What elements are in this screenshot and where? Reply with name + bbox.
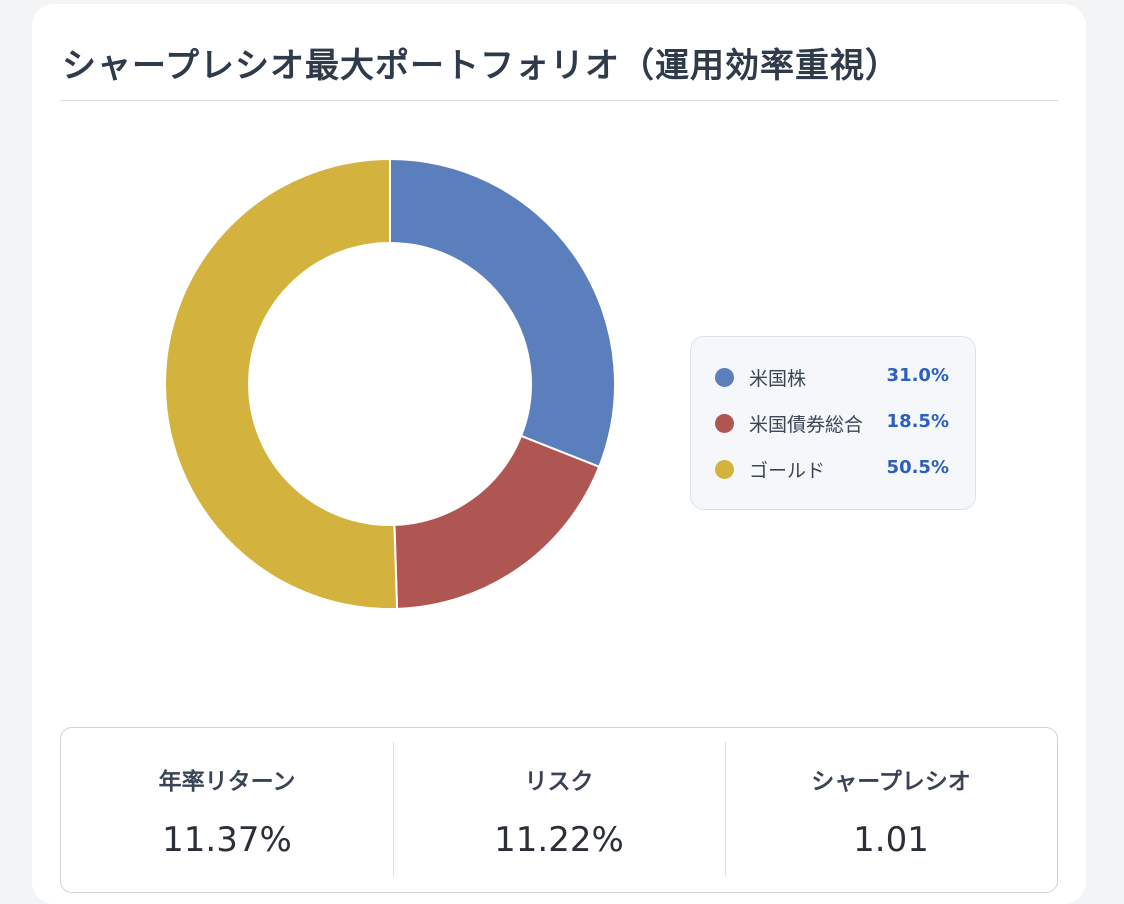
legend-value: 18.5% — [886, 411, 949, 432]
stat-risk: リスク 11.22% — [393, 728, 725, 892]
slice-us-stocks[interactable] — [389, 157, 616, 469]
stat-annual-return: 年率リターン 11.37% — [61, 728, 393, 892]
stat-value: 1.01 — [853, 820, 929, 860]
stats-panel: 年率リターン 11.37% リスク 11.22% シャープレシオ 1.01 — [60, 727, 1058, 893]
page-title: シャープレシオ最大ポートフォリオ（運用効率重視） — [62, 46, 900, 86]
stat-value: 11.37% — [162, 820, 292, 860]
donut-chart — [164, 157, 616, 610]
legend-item-us-bonds[interactable]: 米国債券総合 18.5% — [691, 409, 975, 455]
legend-swatch-gold — [715, 460, 734, 479]
stat-sharpe-ratio: シャープレシオ 1.01 — [725, 728, 1057, 892]
legend-swatch-us-stocks — [715, 368, 734, 387]
stat-label: リスク — [524, 769, 594, 795]
stat-value: 11.22% — [494, 820, 624, 860]
legend-value: 31.0% — [886, 365, 949, 386]
legend-label: ゴールド — [749, 460, 826, 482]
stat-label: 年率リターン — [158, 769, 296, 795]
legend-value: 50.5% — [886, 457, 949, 478]
slice-us-bonds[interactable] — [393, 434, 601, 610]
slice-gold[interactable] — [164, 157, 399, 610]
legend-label: 米国株 — [749, 368, 807, 390]
legend-item-us-stocks[interactable]: 米国株 31.0% — [691, 363, 975, 409]
stat-label: シャープレシオ — [811, 769, 971, 795]
legend-swatch-us-bonds — [715, 414, 734, 433]
legend-label: 米国債券総合 — [749, 414, 864, 436]
portfolio-card: シャープレシオ最大ポートフォリオ（運用効率重視） 米国株 31.0% 米国債券総… — [32, 4, 1086, 904]
title-divider — [60, 100, 1058, 101]
chart-legend: 米国株 31.0% 米国債券総合 18.5% ゴールド 50.5% — [690, 336, 976, 510]
legend-item-gold[interactable]: ゴールド 50.5% — [691, 455, 975, 501]
